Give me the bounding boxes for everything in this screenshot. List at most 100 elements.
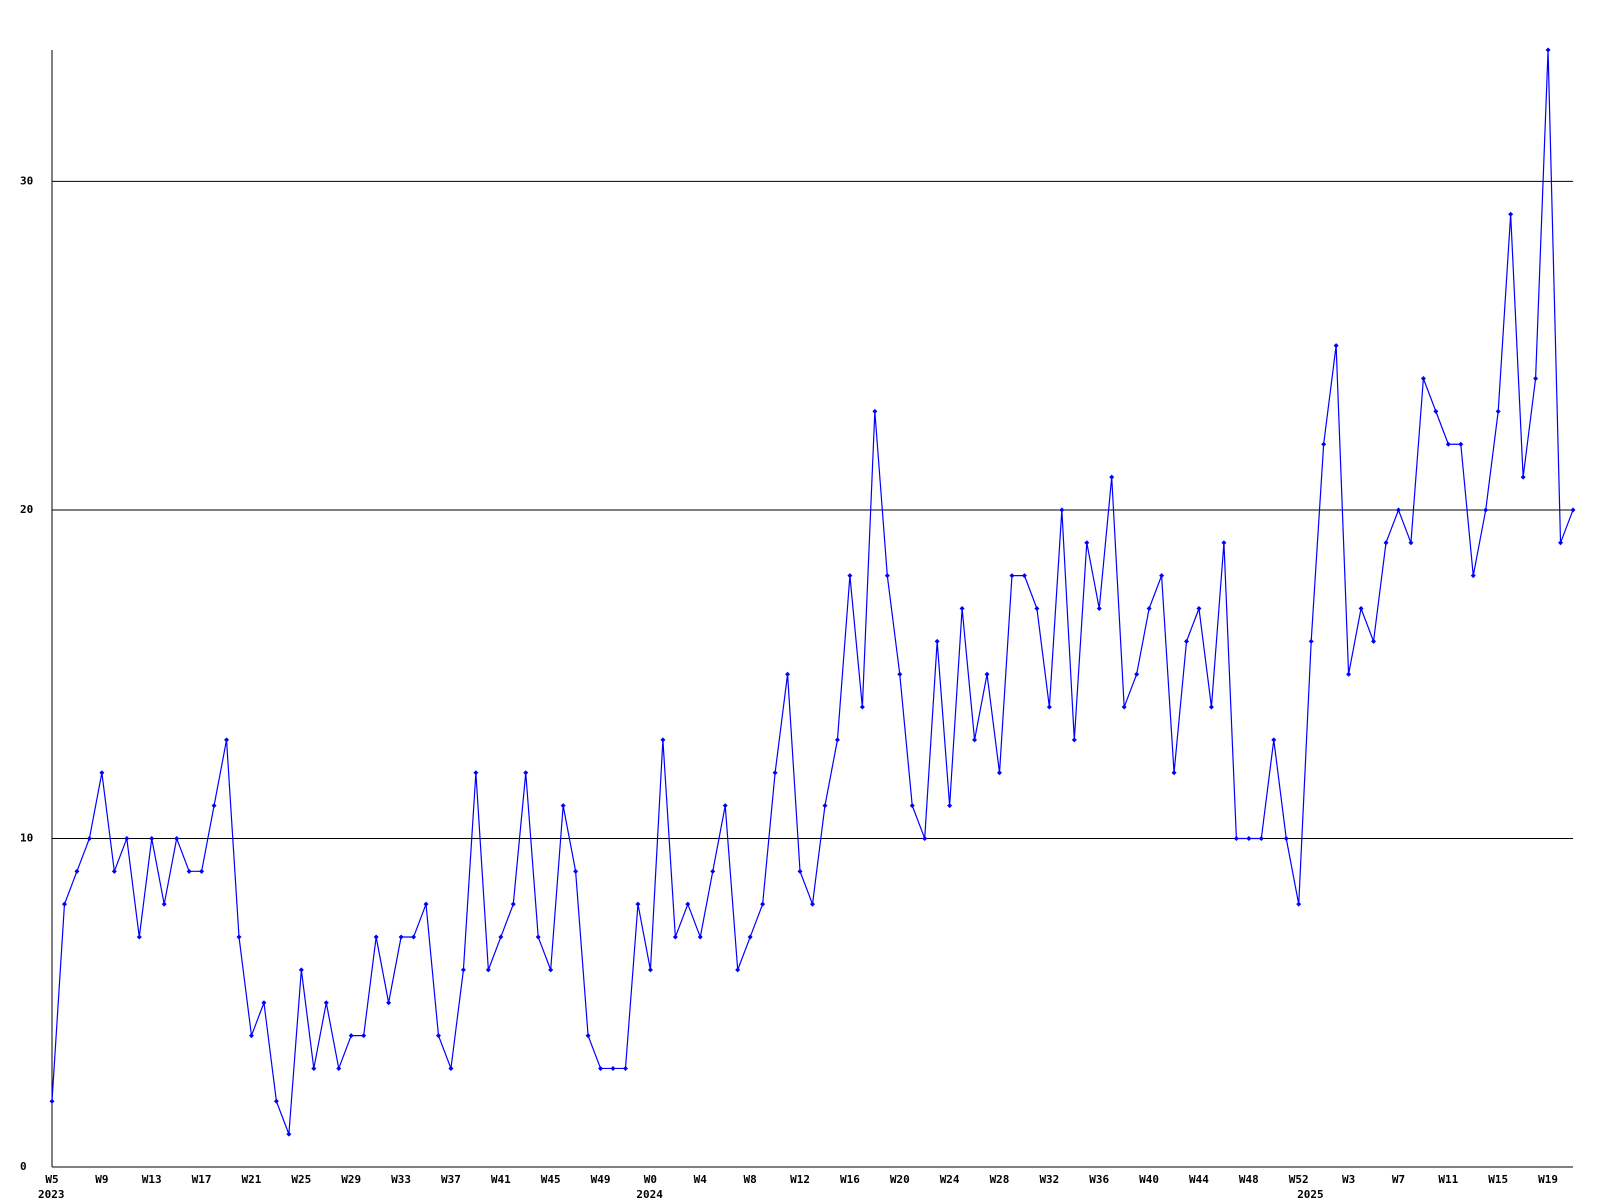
data-point (1420, 376, 1426, 382)
data-point (1333, 343, 1339, 349)
data-point (872, 408, 878, 414)
data-point (99, 770, 105, 776)
data-point (1021, 573, 1027, 579)
x-year-label: 2025 (1297, 1188, 1324, 1200)
data-point (1570, 507, 1576, 513)
data-point (248, 1033, 254, 1039)
data-point (1483, 507, 1489, 513)
data-point (710, 868, 716, 874)
data-point (323, 1000, 329, 1006)
data-point (1321, 441, 1327, 447)
data-point (760, 901, 766, 907)
x-tick-label: W19 (1538, 1173, 1558, 1186)
data-point (1346, 671, 1352, 677)
data-point (1495, 408, 1501, 414)
data-point (373, 934, 379, 940)
data-point (1358, 606, 1364, 611)
x-tick-label: W45 (541, 1173, 561, 1186)
x-tick-label: W49 (591, 1173, 611, 1186)
data-point (747, 934, 753, 940)
data-point (261, 1000, 267, 1006)
data-point (598, 1065, 604, 1071)
data-point (473, 770, 479, 776)
data-point (1009, 573, 1015, 579)
x-tick-label: W52 (1289, 1173, 1309, 1186)
data-point (423, 901, 429, 907)
x-tick-label: W15 (1488, 1173, 1508, 1186)
data-point (1371, 638, 1377, 644)
data-point (1558, 540, 1564, 546)
x-tick-label: W4 (694, 1173, 708, 1186)
y-tick-label: 10 (20, 831, 33, 844)
data-point (111, 868, 117, 874)
x-tick-label: W16 (840, 1173, 860, 1186)
data-point (411, 934, 417, 940)
data-point (922, 835, 928, 841)
data-point (897, 671, 903, 677)
data-point (199, 868, 205, 874)
x-tick-label: W8 (744, 1173, 757, 1186)
data-point (847, 573, 853, 579)
x-tick-label: W44 (1189, 1173, 1209, 1186)
data-point (1246, 835, 1252, 841)
data-point (1208, 704, 1214, 710)
data-point (647, 967, 653, 973)
y-tick-label: 30 (20, 174, 33, 187)
data-point (1233, 835, 1239, 841)
data-point (398, 934, 404, 940)
data-point (224, 737, 230, 743)
data-point (186, 868, 192, 874)
data-point (560, 803, 566, 809)
x-year-label: 2024 (636, 1188, 663, 1200)
data-point (1159, 573, 1165, 579)
x-tick-label: W37 (441, 1173, 461, 1186)
data-point (386, 1000, 392, 1006)
data-point (722, 803, 728, 809)
data-point (1283, 835, 1289, 841)
data-point (136, 934, 142, 940)
data-point (585, 1033, 591, 1039)
data-point (548, 967, 554, 973)
x-tick-label: W48 (1239, 1173, 1259, 1186)
x-year-label: 2023 (38, 1188, 65, 1200)
data-point (1034, 606, 1040, 611)
data-point (610, 1065, 616, 1071)
data-point (510, 901, 516, 907)
data-point (1408, 540, 1414, 546)
data-point (685, 901, 691, 907)
data-point (785, 671, 791, 677)
data-point (1146, 606, 1152, 611)
data-point (311, 1065, 317, 1071)
data-point (622, 1065, 628, 1071)
data-point (86, 835, 92, 841)
data-point (984, 671, 990, 677)
data-point (448, 1065, 454, 1071)
x-tick-label: W25 (291, 1173, 311, 1186)
data-point (947, 803, 953, 809)
data-point (1184, 638, 1190, 644)
data-point (1508, 211, 1514, 217)
x-tick-label: W36 (1089, 1173, 1109, 1186)
data-point (1383, 540, 1389, 546)
data-point (672, 934, 678, 940)
data-point (174, 835, 180, 841)
data-point (1046, 704, 1052, 710)
data-point (273, 1098, 279, 1104)
x-tick-label: W17 (192, 1173, 212, 1186)
data-point (1059, 507, 1065, 513)
data-point (523, 770, 529, 776)
data-point (286, 1131, 292, 1137)
data-point (485, 967, 491, 973)
data-point (834, 737, 840, 743)
y-tick-label: 0 (20, 1160, 27, 1173)
x-tick-label: W0 (644, 1173, 657, 1186)
data-point (1171, 770, 1177, 776)
x-tick-label: W9 (95, 1173, 108, 1186)
x-tick-label: W32 (1039, 1173, 1059, 1186)
x-tick-label: W3 (1342, 1173, 1355, 1186)
data-point (1470, 573, 1476, 579)
y-tick-label: 20 (20, 503, 33, 516)
data-point (211, 803, 217, 809)
data-point (435, 1033, 441, 1039)
